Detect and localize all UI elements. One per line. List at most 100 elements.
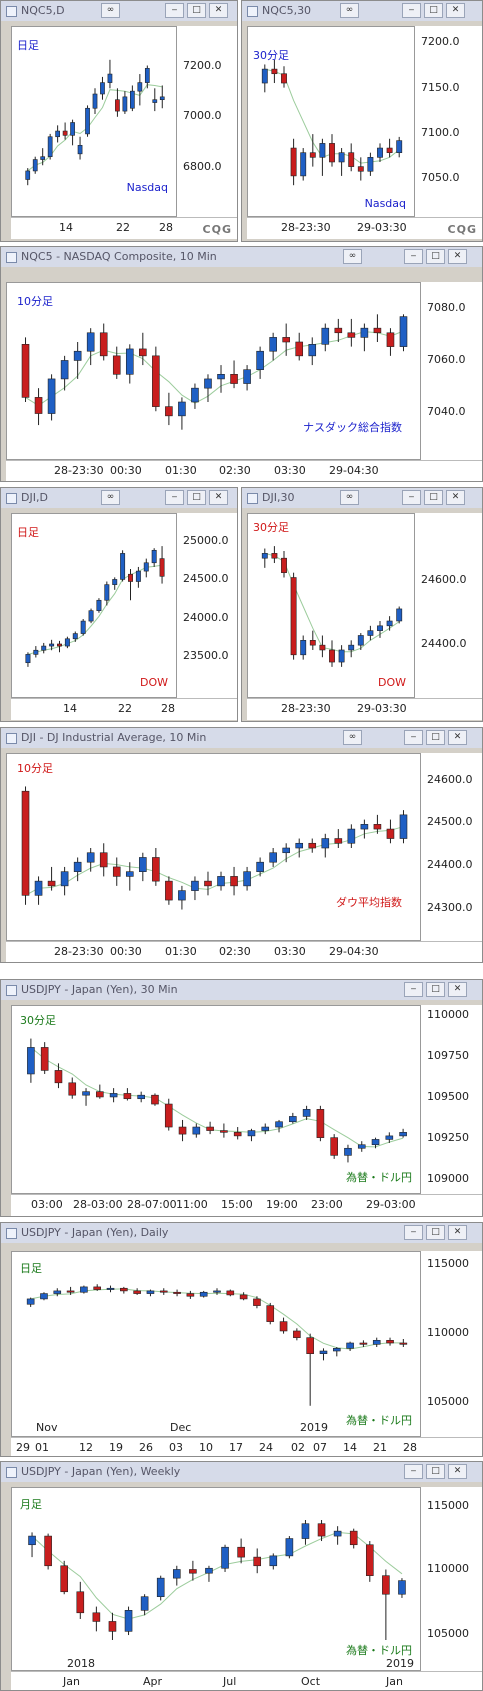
chart-plot-area[interactable]: 10分足 ナスダック総合指数 — [6, 282, 421, 460]
candle-body — [130, 90, 135, 109]
chart-window-nqc5-daily[interactable]: NQC5,D ∞ ‒ □ ✕ 日足 Nasdaq 7200.0 7000.0 6… — [0, 0, 238, 242]
chart-window-usdjpy-30min[interactable]: USDJPY - Japan (Yen), 30 Min ‒ □ ✕ 30分足 … — [0, 979, 483, 1217]
candle-body — [77, 144, 83, 155]
minimize-button[interactable]: ‒ — [404, 1225, 423, 1240]
candle-body — [206, 1126, 214, 1131]
window-title-bar[interactable]: USDJPY - Japan (Yen), Daily ‒ □ ✕ — [1, 1223, 482, 1243]
link-icon[interactable]: ∞ — [340, 3, 359, 18]
window-title-bar[interactable]: DJI,D ∞ ‒ □ ✕ — [1, 488, 237, 508]
minimize-button[interactable]: ‒ — [404, 1464, 423, 1479]
chart-plot-area[interactable]: 30分足 為替・ドル円 — [11, 1005, 421, 1194]
close-button[interactable]: ✕ — [209, 3, 228, 18]
y-axis-label: 25000.0 — [183, 534, 229, 547]
close-button[interactable]: ✕ — [448, 249, 467, 264]
moving-average-line — [30, 1288, 404, 1350]
maximize-button[interactable]: □ — [424, 3, 443, 18]
candle-body — [365, 1544, 374, 1576]
window-title-bar[interactable]: NQC5 - NASDAQ Composite, 10 Min ∞ ‒ □ ✕ — [1, 247, 482, 267]
candle-body — [357, 166, 364, 172]
close-button[interactable]: ✕ — [448, 1225, 467, 1240]
minimize-button[interactable]: ‒ — [402, 3, 421, 18]
window-title-bar[interactable]: NQC5,D ∞ ‒ □ ✕ — [1, 1, 237, 21]
x-axis-label: 03:00 — [31, 1198, 63, 1211]
minimize-button[interactable]: ‒ — [404, 249, 423, 264]
candle-body — [124, 1610, 133, 1632]
candle-body — [68, 1082, 77, 1096]
candle-body — [261, 68, 268, 84]
chart-plot-area[interactable]: 日足 為替・ドル円 Nov Dec 2019 — [11, 1251, 421, 1437]
candle-body — [104, 584, 110, 601]
candle-body — [133, 1290, 141, 1294]
window-title-bar[interactable]: DJI,30 ∞ ‒ □ ✕ — [242, 488, 482, 508]
link-icon[interactable]: ∞ — [343, 249, 362, 264]
x-axis: 14 22 28 CQG — [11, 217, 237, 239]
candle-body — [96, 1091, 104, 1098]
close-button[interactable]: ✕ — [209, 490, 228, 505]
minimize-button[interactable]: ‒ — [404, 730, 423, 745]
window-title-bar[interactable]: USDJPY - Japan (Yen), 30 Min ‒ □ ✕ — [1, 980, 482, 1000]
link-icon[interactable]: ∞ — [343, 730, 362, 745]
window-icon — [6, 985, 17, 996]
candle-body — [73, 861, 82, 872]
chart-window-dji-daily[interactable]: DJI,D ∞ ‒ □ ✕ 日足 DOW 25000.0 24500.0 240… — [0, 487, 238, 722]
window-title-bar[interactable]: DJI - DJ Industrial Average, 10 Min ∞ ‒ … — [1, 728, 482, 748]
minimize-button[interactable]: ‒ — [165, 3, 184, 18]
close-button[interactable]: ✕ — [448, 982, 467, 997]
link-icon[interactable]: ∞ — [101, 490, 120, 505]
close-button[interactable]: ✕ — [448, 730, 467, 745]
candle-body — [156, 1577, 165, 1598]
maximize-button[interactable]: □ — [426, 1464, 445, 1479]
minimize-button[interactable]: ‒ — [404, 982, 423, 997]
candle-body — [344, 1147, 352, 1156]
minimize-button[interactable]: ‒ — [402, 490, 421, 505]
chart-plot-area[interactable]: 10分足 ダウ平均指数 — [6, 753, 421, 941]
candle-body — [282, 337, 290, 343]
chart-plot-area[interactable]: 月足 為替・ドル円 2018 2019 — [11, 1487, 421, 1671]
chart-plot-area[interactable]: 日足 DOW — [11, 513, 177, 698]
y-axis-label: 24400.0 — [421, 637, 467, 650]
chart-plot-area[interactable]: 30分足 DOW — [247, 513, 415, 698]
y-axis-label: 24400.0 — [427, 858, 473, 871]
y-axis-label: 110000 — [427, 1562, 469, 1575]
chart-window-usdjpy-weekly[interactable]: USDJPY - Japan (Yen), Weekly ‒ □ ✕ 月足 為替… — [0, 1461, 483, 1691]
candle-body — [266, 1305, 275, 1322]
maximize-button[interactable]: □ — [424, 490, 443, 505]
minimize-button[interactable]: ‒ — [165, 490, 184, 505]
chart-window-nasdaq-10min[interactable]: NQC5 - NASDAQ Composite, 10 Min ∞ ‒ □ ✕ … — [0, 246, 483, 482]
chart-window-nqc5-30min[interactable]: NQC5,30 ∞ ‒ □ ✕ 30分足 Nasdaq 7200.0 7150.… — [241, 0, 483, 242]
maximize-button[interactable]: □ — [426, 1225, 445, 1240]
timeframe-label: 日足 — [20, 1262, 42, 1275]
close-button[interactable]: ✕ — [446, 490, 465, 505]
timeframe-label: 日足 — [17, 526, 39, 539]
maximize-button[interactable]: □ — [426, 982, 445, 997]
candle-body — [55, 130, 60, 138]
maximize-button[interactable]: □ — [426, 249, 445, 264]
link-icon[interactable]: ∞ — [101, 3, 120, 18]
x-axis-label: 01:30 — [165, 464, 197, 477]
moving-average-line — [27, 564, 163, 655]
year-label: 2019 — [386, 1657, 414, 1670]
x-axis-label: 22 — [116, 221, 130, 234]
window-title-bar[interactable]: NQC5,30 ∞ ‒ □ ✕ — [242, 1, 482, 21]
y-axis-label: 24600.0 — [421, 573, 467, 586]
window-icon — [6, 6, 17, 17]
maximize-button[interactable]: □ — [426, 730, 445, 745]
candle-body — [237, 1546, 245, 1558]
chart-plot-area[interactable]: 日足 Nasdaq — [11, 26, 177, 217]
maximize-button[interactable]: □ — [187, 3, 206, 18]
window-icon — [6, 493, 17, 504]
chart-window-dji-10min[interactable]: DJI - DJ Industrial Average, 10 Min ∞ ‒ … — [0, 727, 483, 963]
chart-window-dji-30min[interactable]: DJI,30 ∞ ‒ □ ✕ 30分足 DOW 24600.0 24400.0 … — [241, 487, 483, 722]
candle-body — [40, 1047, 49, 1071]
maximize-button[interactable]: □ — [187, 490, 206, 505]
window-title-bar[interactable]: USDJPY - Japan (Yen), Weekly ‒ □ ✕ — [1, 1462, 482, 1482]
candle-body — [41, 645, 47, 651]
chart-window-usdjpy-daily[interactable]: USDJPY - Japan (Yen), Daily ‒ □ ✕ 日足 為替・… — [0, 1222, 483, 1457]
close-button[interactable]: ✕ — [446, 3, 465, 18]
candle-body — [173, 1291, 181, 1294]
window-title: DJI,30 — [262, 491, 295, 504]
chart-plot-area[interactable]: 30分足 Nasdaq — [247, 26, 415, 217]
link-icon[interactable]: ∞ — [340, 490, 359, 505]
close-button[interactable]: ✕ — [448, 1464, 467, 1479]
candle-body — [306, 1337, 314, 1354]
